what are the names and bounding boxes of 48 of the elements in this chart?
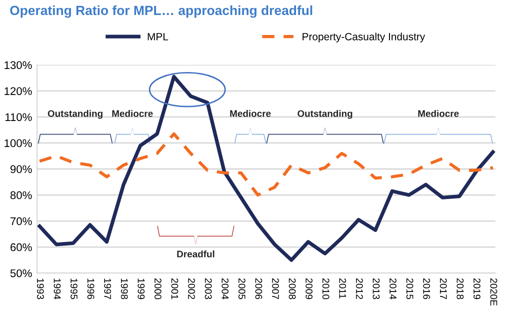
- x-tick-label: 2020E: [490, 278, 498, 306]
- x-tick-label: 2009: [306, 278, 313, 300]
- y-tick-label: 60%: [10, 243, 32, 252]
- x-tick-label: 2004: [222, 278, 229, 300]
- y-tick-label: 80%: [10, 191, 32, 200]
- x-tick-label: 2007: [272, 278, 279, 300]
- x-tick-label: 2015: [406, 278, 414, 300]
- x-tick-label: 1996: [87, 278, 94, 300]
- x-tick-label: 2008: [288, 278, 296, 300]
- x-tick-label: 2005: [238, 278, 246, 300]
- x-tick-label: 2000: [154, 278, 162, 300]
- y-tick-label: 70%: [10, 217, 32, 226]
- annotation: Mediocre: [418, 110, 459, 117]
- x-tick-label: 2012: [356, 278, 363, 300]
- legend-label: MPL: [148, 33, 168, 40]
- y-tick-label: 120%: [4, 87, 32, 96]
- x-tick-label: 2018: [456, 278, 464, 300]
- annotation: Dreadful: [177, 250, 214, 258]
- x-tick-label: 2014: [390, 278, 396, 300]
- x-tick-label: 2002: [188, 278, 195, 300]
- y-tick-label: 50%: [10, 269, 32, 278]
- x-tick-label: 1993: [36, 278, 44, 300]
- y-tick-label: 90%: [10, 165, 32, 174]
- x-tick-label: 1998: [120, 278, 128, 300]
- annotation: Outstanding: [48, 110, 102, 119]
- x-tick-label: 2010: [322, 278, 330, 300]
- x-tick-label: 1994: [54, 278, 61, 300]
- y-tick-label: 100%: [4, 139, 32, 148]
- x-tick-label: 2011: [339, 278, 346, 298]
- annotation: Mediocre: [230, 110, 271, 117]
- x-tick-label: 1995: [70, 278, 78, 300]
- x-tick-label: 1997: [104, 278, 112, 300]
- y-tick-label: 110%: [5, 113, 32, 122]
- chart-title: Operating Ratio for MPL… approaching dreadful: [10, 5, 312, 18]
- annotation: Mediocre: [112, 110, 153, 117]
- x-tick-label: 2013: [372, 278, 380, 300]
- x-tick-label: 2001: [171, 278, 178, 300]
- y-tick-label: 130%: [4, 61, 32, 70]
- legend-label: Property-Casualty Industry: [302, 32, 426, 42]
- line-series: [38, 74, 495, 262]
- x-tick-label: 2003: [204, 278, 212, 300]
- x-tick-label: 2017: [440, 278, 447, 300]
- x-tick-label: 2016: [423, 278, 430, 300]
- x-tick-label: 2006: [255, 278, 262, 300]
- x-tick-label: 2019: [474, 278, 480, 300]
- x-tick-label: 1999: [138, 278, 145, 300]
- line-series: [38, 132, 494, 197]
- annotation: Outstanding: [298, 110, 352, 119]
